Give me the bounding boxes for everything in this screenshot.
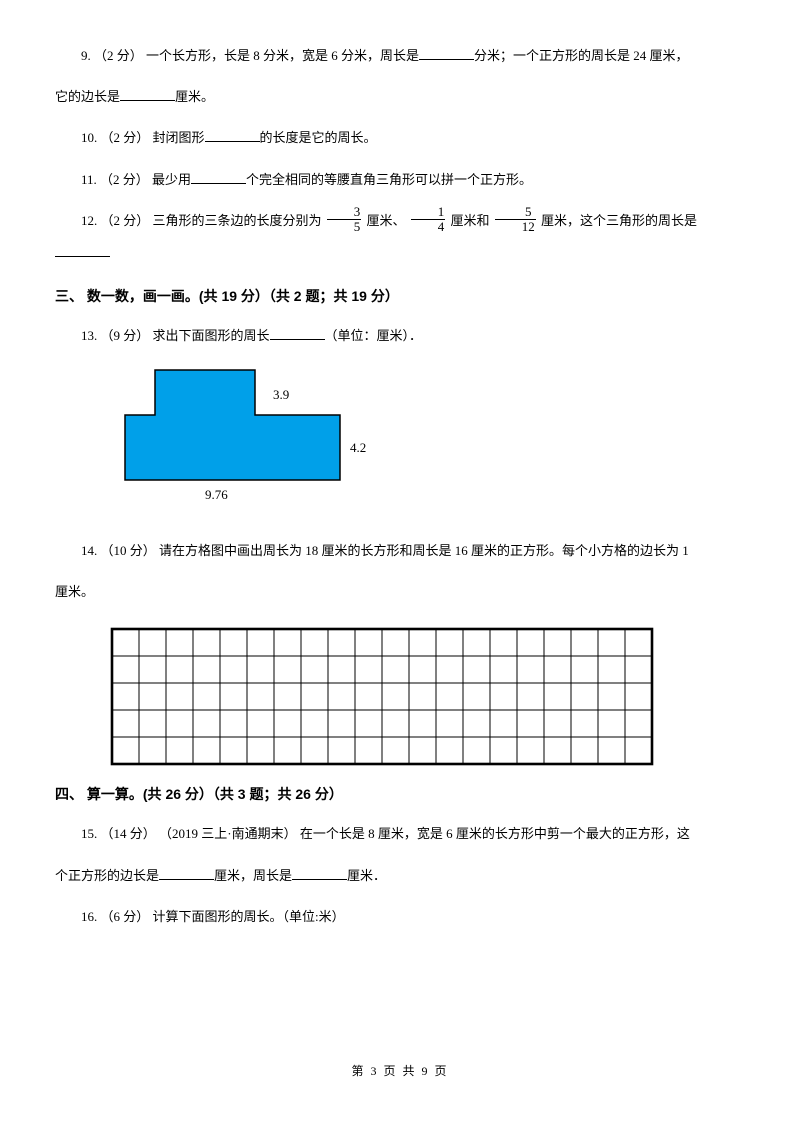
fraction-num: 5 [495, 205, 536, 220]
question-15-line2: 个正方形的边长是 厘米，周长是 厘米． [55, 860, 745, 891]
shape-label-right: 4.2 [350, 440, 366, 456]
q12-text-4: 厘米，这个三角形的周长是 [538, 213, 697, 228]
shape-polygon [125, 370, 340, 480]
fraction-3: 512 [495, 205, 536, 235]
question-12: 12. （2 分） 三角形的三条边的长度分别为 35 厘米、 14 厘米和 51… [55, 205, 745, 268]
question-11: 11. （2 分） 最少用 个完全相同的等腰直角三角形可以拼一个正方形。 [55, 164, 745, 195]
blank [205, 127, 260, 142]
fraction-2: 14 [411, 205, 446, 235]
q12-text-1: 12. （2 分） 三角形的三条边的长度分别为 [81, 213, 325, 228]
fraction-den: 5 [327, 220, 362, 234]
blank [55, 242, 110, 257]
q10-text-1: 10. （2 分） 封闭图形 [81, 130, 205, 145]
shape-svg [115, 365, 375, 505]
fraction-num: 3 [327, 205, 362, 220]
q11-text-2: 个完全相同的等腰直角三角形可以拼一个正方形。 [246, 172, 532, 187]
q12-text-2: 厘米、 [363, 213, 409, 228]
q9-text-3: 它的边长是 [55, 89, 120, 104]
q9-text-2: 分米；一个正方形的周长是 24 厘米， [474, 48, 689, 63]
question-15: 15. （14 分） （2019 三上·南通期末） 在一个长是 8 厘米，宽是 … [55, 818, 745, 849]
fraction-num: 1 [411, 205, 446, 220]
q9-text-4: 厘米。 [175, 89, 214, 104]
q13-text-2: （单位：厘米）． [325, 328, 423, 343]
section-4-header: 四、 算一算。(共 26 分）（共 3 题；共 26 分） [55, 784, 745, 804]
figure-13-shape: 3.9 4.2 9.76 [115, 365, 375, 525]
q14-text: 14. （10 分） 请在方格图中画出周长为 18 厘米的长方形和周长是 16 … [81, 543, 689, 558]
blank [159, 865, 214, 880]
q10-text-2: 的长度是它的周长。 [260, 130, 377, 145]
blank [270, 325, 325, 340]
shape-label-bottom: 9.76 [205, 487, 228, 503]
page-footer: 第 3 页 共 9 页 [55, 1062, 745, 1079]
question-13: 13. （9 分） 求出下面图形的周长 （单位：厘米）． [55, 320, 745, 351]
question-14: 14. （10 分） 请在方格图中画出周长为 18 厘米的长方形和周长是 16 … [55, 535, 745, 566]
q15-text-4: 厘米． [347, 868, 386, 883]
question-14-line2: 厘米。 [55, 576, 745, 607]
section-3-header: 三、 数一数，画一画。(共 19 分）（共 2 题；共 19 分） [55, 286, 745, 306]
grid-figure [110, 627, 654, 766]
question-10: 10. （2 分） 封闭图形 的长度是它的周长。 [55, 122, 745, 153]
q15-text-3: 厘米，周长是 [214, 868, 292, 883]
q11-text-1: 11. （2 分） 最少用 [81, 172, 191, 187]
q13-text-1: 13. （9 分） 求出下面图形的周长 [81, 328, 270, 343]
q12-text-3: 厘米和 [447, 213, 493, 228]
q15-text-2: 个正方形的边长是 [55, 868, 159, 883]
q16-text: 16. （6 分） 计算下面图形的周长。（单位:米） [81, 909, 345, 924]
q15-text-1: 15. （14 分） （2019 三上·南通期末） 在一个长是 8 厘米，宽是 … [81, 826, 690, 841]
question-9-line2: 它的边长是 厘米。 [55, 81, 745, 112]
fraction-den: 4 [411, 220, 446, 234]
blank [191, 169, 246, 184]
question-9: 9. （2 分） 一个长方形，长是 8 分米，宽是 6 分米，周长是 分米；一个正… [55, 40, 745, 71]
blank [120, 86, 175, 101]
blank [419, 45, 474, 60]
page-content: 9. （2 分） 一个长方形，长是 8 分米，宽是 6 分米，周长是 分米；一个正… [0, 0, 800, 1109]
q14-text-2: 厘米。 [55, 584, 94, 599]
fraction-1: 35 [327, 205, 362, 235]
fraction-den: 12 [495, 220, 536, 234]
q9-text-1: 9. （2 分） 一个长方形，长是 8 分米，宽是 6 分米，周长是 [81, 48, 419, 63]
question-16: 16. （6 分） 计算下面图形的周长。（单位:米） [55, 901, 745, 932]
shape-label-top: 3.9 [273, 387, 289, 403]
blank [292, 865, 347, 880]
